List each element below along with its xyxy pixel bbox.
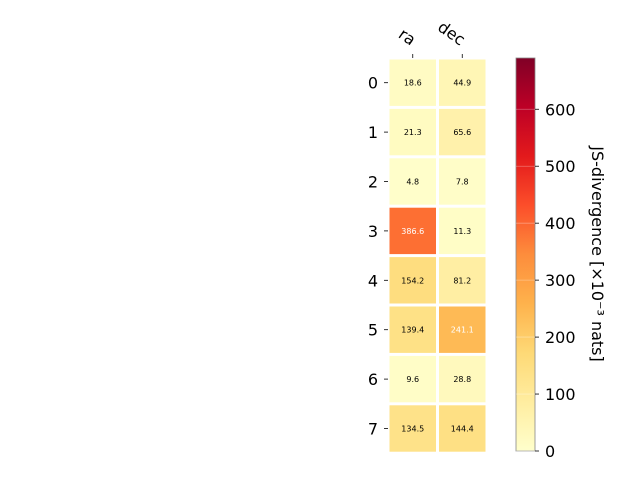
colorbar-tick-label: 0 — [545, 442, 555, 461]
heatmap-cell-6-dec — [439, 355, 486, 403]
colorbar-tick-label: 500 — [545, 157, 576, 176]
colorbar-tick-label: 100 — [545, 385, 576, 404]
colorbar-ticks: 0 100 200 300 400 500 600 — [516, 100, 576, 461]
heatmap-cell-7-ra-label: 134.5 — [401, 425, 424, 434]
heatmap-cell-5-dec — [439, 306, 486, 353]
colorbar-gradient — [515, 57, 536, 452]
heatmap-cell-2-dec-label: 7.8 — [456, 178, 469, 187]
heatmap-cell-5-ra-label: 139.4 — [401, 326, 424, 335]
heatmap-cell-0-ra-label: 18.6 — [404, 79, 422, 88]
colorbar-tick-label: 300 — [545, 271, 576, 290]
heatmap-cell-7-dec — [439, 405, 486, 452]
heatmap-cell-2-dec — [439, 158, 486, 205]
heatmap-cell-6-dec-label: 28.8 — [453, 375, 471, 384]
heatmap-cell-0-dec — [439, 59, 486, 106]
y-tick-label: 5 — [368, 321, 378, 340]
y-tick-label: 0 — [368, 74, 378, 93]
heatmap-cell-3-ra — [389, 207, 436, 255]
heatmap-cell-4-dec-label: 81.2 — [453, 276, 471, 285]
heatmap-cell-5-ra — [389, 306, 436, 353]
y-tick-label: 3 — [368, 222, 378, 241]
heatmap-cell-2-ra-label: 4.8 — [406, 178, 419, 187]
heatmap-cell-6-ra — [389, 355, 436, 403]
heatmap-cell-6-ra-label: 9.6 — [406, 375, 419, 384]
y-tick-label: 1 — [368, 123, 378, 142]
x-tick-label: dec — [434, 17, 468, 49]
heatmap-cell-1-dec-label: 65.6 — [453, 128, 471, 137]
heatmap-cell-1-ra — [389, 108, 436, 156]
colorbar-tick-label: 400 — [545, 214, 576, 233]
heatmap-cell-0-dec-label: 44.9 — [453, 79, 471, 88]
x-tick-label: ra — [395, 24, 419, 49]
heatmap-cell-2-ra — [389, 158, 436, 205]
heatmap-cell-1-ra-label: 21.3 — [404, 128, 422, 137]
x-axis: ra dec — [395, 17, 469, 58]
heatmap-cell-4-dec — [439, 257, 486, 304]
heatmap-cell-7-dec-label: 144.4 — [451, 425, 474, 434]
heatmap-cell-5-dec-label: 241.1 — [451, 326, 474, 335]
heatmap-cell-3-dec-label: 11.3 — [453, 227, 471, 236]
colorbar: 0 100 200 300 400 500 600 JS-divergence [×10⁻³… — [515, 57, 607, 461]
heatmap-cell-7-ra — [389, 405, 436, 452]
y-tick-label: 7 — [368, 420, 378, 439]
heatmap-cells: 18.6 44.9 21.3 65.6 4.8 7.8 386.6 11.3 154.2 81.2… — [389, 59, 486, 452]
heatmap-cell-1-dec — [439, 108, 486, 156]
colorbar-tick-label: 200 — [545, 328, 576, 347]
y-tick-label: 6 — [368, 370, 378, 389]
y-tick-label: 2 — [368, 173, 378, 192]
colorbar-label: JS-divergence [×10⁻³ nats] — [588, 145, 607, 361]
y-axis: 0 1 2 3 4 5 6 7 — [368, 74, 388, 439]
heatmap-cell-3-dec — [439, 207, 486, 255]
colorbar-tick-label: 600 — [545, 100, 576, 119]
heatmap-cell-0-ra — [389, 59, 436, 106]
heatmap-cell-4-ra-label: 154.2 — [401, 276, 424, 285]
y-tick-label: 4 — [368, 271, 378, 290]
heatmap-cell-3-ra-label: 386.6 — [401, 227, 424, 236]
heatmap-cell-4-ra — [389, 257, 436, 304]
